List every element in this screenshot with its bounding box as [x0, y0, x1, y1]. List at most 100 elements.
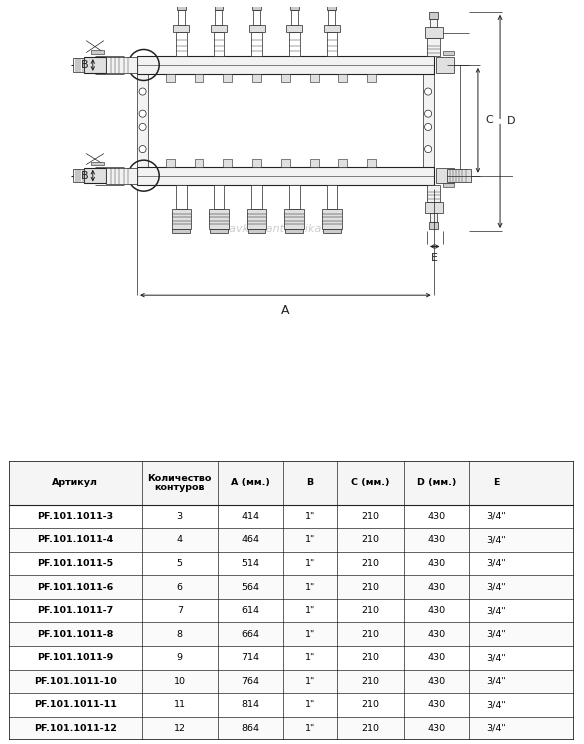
Text: PF.101.1011-3: PF.101.1011-3	[37, 512, 113, 521]
Text: PF.101.1011-6: PF.101.1011-6	[37, 583, 113, 591]
Text: 210: 210	[361, 536, 380, 545]
Bar	[310, 74, 318, 82]
Bar	[9, 576, 573, 598]
Bar	[249, 25, 265, 32]
Bar	[209, 209, 229, 229]
Text: 664: 664	[241, 629, 259, 638]
Text: 430: 430	[428, 700, 446, 710]
Bar	[436, 57, 454, 72]
Bar	[429, 222, 438, 229]
Text: 1": 1"	[305, 512, 315, 521]
Text: 464: 464	[241, 536, 259, 545]
Bar	[172, 229, 190, 233]
Text: 210: 210	[361, 559, 380, 568]
Bar	[289, 185, 300, 209]
Bar	[177, 3, 186, 10]
Text: 1": 1"	[305, 606, 315, 615]
Text: 1": 1"	[305, 653, 315, 662]
Bar	[137, 56, 434, 74]
Text: 1": 1"	[305, 559, 315, 568]
Text: 430: 430	[428, 653, 446, 662]
Text: D (мм.): D (мм.)	[418, 478, 457, 487]
Bar	[84, 57, 106, 72]
Text: 3/4": 3/4"	[486, 629, 506, 638]
Text: C (мм.): C (мм.)	[352, 478, 390, 487]
Text: PF.101.1011-7: PF.101.1011-7	[37, 606, 113, 615]
Text: 3/4": 3/4"	[486, 559, 506, 568]
Text: 1": 1"	[305, 724, 315, 733]
Text: PF.101.1011-8: PF.101.1011-8	[37, 629, 113, 638]
Text: PF.101.1011-10: PF.101.1011-10	[34, 677, 117, 686]
Text: 814: 814	[241, 700, 259, 710]
Text: B: B	[81, 170, 89, 181]
Text: 210: 210	[361, 629, 380, 638]
Circle shape	[139, 124, 146, 130]
Bar	[106, 167, 137, 184]
Text: D: D	[507, 116, 515, 126]
Text: 210: 210	[361, 606, 380, 615]
Text: 3/4": 3/4"	[486, 700, 506, 710]
Bar	[84, 168, 106, 183]
Bar	[286, 25, 302, 32]
Bar	[73, 58, 84, 71]
Bar	[91, 162, 104, 165]
Text: 3/4": 3/4"	[486, 677, 506, 686]
Circle shape	[425, 110, 432, 118]
Bar	[210, 229, 228, 233]
Text: 514: 514	[241, 559, 259, 568]
Bar	[9, 623, 573, 646]
Text: 430: 430	[428, 724, 446, 733]
Circle shape	[425, 146, 432, 153]
Circle shape	[425, 88, 432, 95]
Text: 414: 414	[241, 512, 259, 521]
Bar	[423, 74, 434, 167]
Text: PF.101.1011-11: PF.101.1011-11	[34, 700, 117, 710]
Text: 714: 714	[241, 653, 259, 662]
Text: 6: 6	[177, 583, 183, 591]
Bar	[137, 167, 434, 185]
Bar	[447, 169, 471, 182]
Bar	[427, 185, 440, 202]
Bar	[224, 74, 232, 82]
Text: Количество
контуров: Количество контуров	[148, 473, 212, 493]
Bar	[214, 3, 224, 10]
Bar	[425, 28, 443, 39]
Bar	[443, 51, 454, 55]
Text: 11: 11	[174, 700, 186, 710]
Bar	[427, 39, 440, 56]
Text: 210: 210	[361, 583, 380, 591]
Text: A (мм.): A (мм.)	[231, 478, 270, 487]
Text: 5: 5	[177, 559, 183, 568]
Text: PF.101.1011-5: PF.101.1011-5	[37, 559, 113, 568]
Bar	[215, 10, 223, 25]
Bar	[253, 10, 260, 25]
Text: 210: 210	[361, 700, 380, 710]
Text: 7: 7	[177, 606, 183, 615]
Text: 210: 210	[361, 512, 380, 521]
Text: 12: 12	[174, 724, 186, 733]
Text: 3/4": 3/4"	[486, 724, 506, 733]
Bar	[436, 168, 454, 183]
Bar	[328, 10, 335, 25]
Bar	[430, 214, 437, 222]
Bar	[290, 3, 298, 10]
Bar	[178, 10, 185, 25]
Bar	[430, 19, 437, 28]
Bar	[166, 158, 175, 167]
Text: 3: 3	[177, 512, 183, 521]
Bar	[194, 158, 203, 167]
Bar	[323, 229, 340, 233]
Text: 430: 430	[428, 512, 446, 521]
Bar	[106, 57, 137, 73]
Text: 1": 1"	[305, 629, 315, 638]
Text: 430: 430	[428, 583, 446, 591]
Bar	[214, 32, 224, 56]
Bar	[176, 32, 187, 56]
Text: 210: 210	[361, 653, 380, 662]
Text: B: B	[81, 60, 89, 70]
Text: 8: 8	[177, 629, 183, 638]
Bar	[166, 74, 175, 82]
Bar	[367, 74, 376, 82]
Text: 1": 1"	[305, 536, 315, 545]
Bar	[9, 717, 573, 740]
